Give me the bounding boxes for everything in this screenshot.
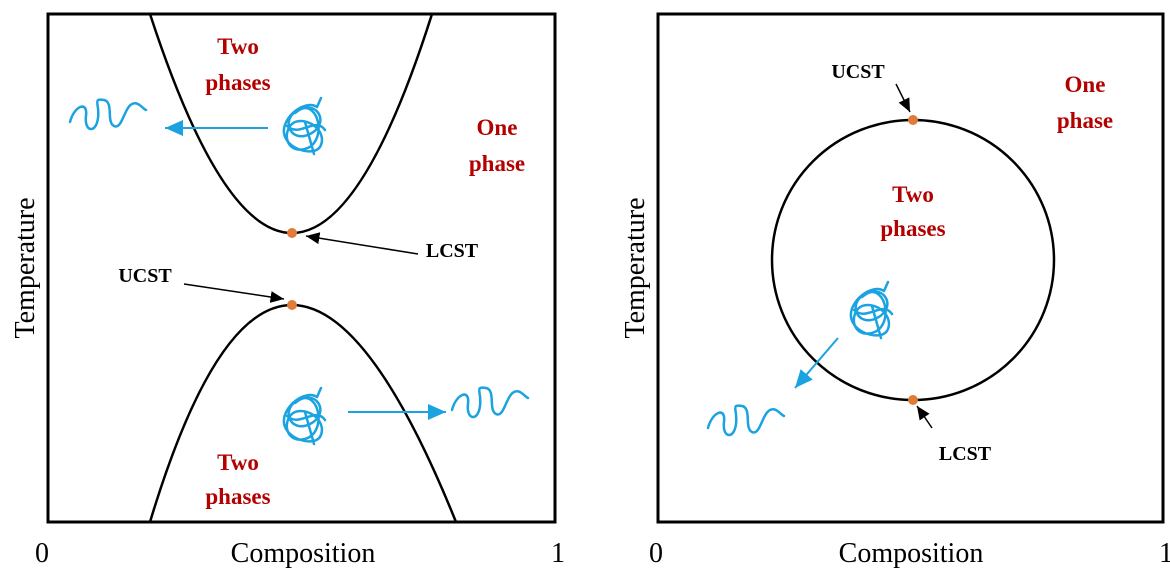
region-label: phases bbox=[205, 70, 270, 95]
point-label: LCST bbox=[426, 240, 479, 262]
extended-chain bbox=[708, 406, 784, 435]
point-label: UCST bbox=[831, 61, 885, 83]
region-label: Two bbox=[217, 450, 259, 475]
region-label: phases bbox=[880, 216, 945, 241]
region-label: One bbox=[1065, 72, 1106, 97]
pointer-arrow bbox=[917, 406, 932, 428]
x-max-label: 1 bbox=[551, 538, 565, 569]
region-label: One bbox=[477, 115, 518, 140]
lcst-point bbox=[287, 228, 297, 238]
x-min-label: 0 bbox=[649, 538, 663, 569]
y-axis-label: Temperature bbox=[620, 197, 651, 338]
ucst-curve bbox=[150, 305, 456, 522]
right-panel: One phase Two phases UCST LCST Temperatu… bbox=[620, 14, 1170, 569]
region-label: Two bbox=[217, 34, 259, 59]
ucst-point bbox=[908, 115, 918, 125]
coiled-chain bbox=[284, 98, 325, 154]
diagram: Two phases One phase Two phases LCST UCS… bbox=[0, 0, 1170, 569]
pointer-arrow bbox=[184, 284, 284, 299]
point-label: LCST bbox=[939, 443, 992, 465]
y-axis-label: Temperature bbox=[10, 197, 41, 338]
point-label: UCST bbox=[118, 265, 172, 287]
ucst-point bbox=[287, 300, 297, 310]
pointer-arrow bbox=[306, 236, 418, 254]
phase-boundary bbox=[772, 120, 1054, 400]
x-axis-label: Composition bbox=[231, 538, 376, 569]
coiled-chain bbox=[851, 282, 892, 338]
left-panel: Two phases One phase Two phases LCST UCS… bbox=[10, 14, 565, 569]
region-label: Two bbox=[892, 182, 934, 207]
region-label: phases bbox=[205, 484, 270, 509]
x-max-label: 1 bbox=[1159, 538, 1170, 569]
region-label: phase bbox=[1057, 108, 1113, 133]
region-label: phase bbox=[469, 151, 525, 176]
pointer-arrow bbox=[896, 84, 910, 112]
coiled-chain bbox=[284, 388, 325, 444]
extended-chain bbox=[452, 388, 528, 417]
x-axis-label: Composition bbox=[839, 538, 984, 569]
lcst-point bbox=[908, 395, 918, 405]
x-min-label: 0 bbox=[35, 538, 49, 569]
extended-chain bbox=[70, 100, 146, 129]
